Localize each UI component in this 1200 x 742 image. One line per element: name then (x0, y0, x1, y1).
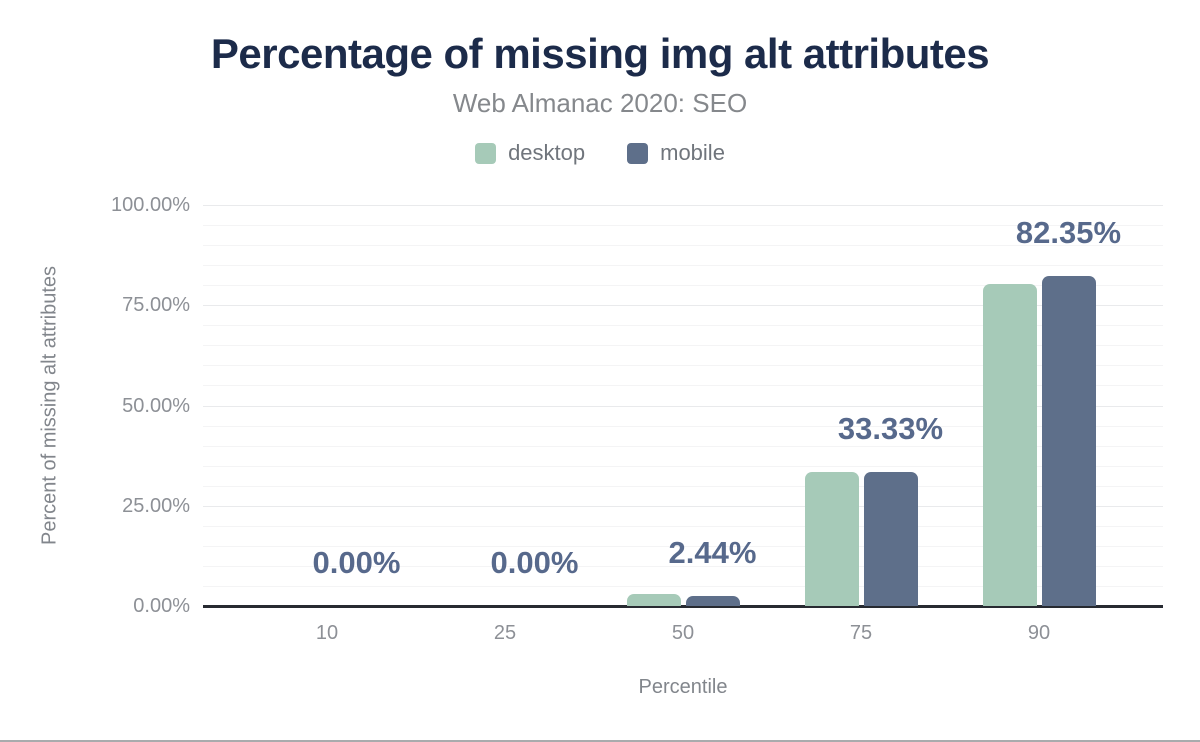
x-tick-label: 50 (671, 622, 695, 644)
mobile-bar-p50[interactable] (685, 596, 740, 606)
minor-gridline (203, 325, 1163, 327)
bar-value-label: 0.00% (490, 545, 579, 580)
minor-gridline (203, 465, 1163, 467)
mobile-bar-p75[interactable] (863, 472, 918, 606)
chart-subtitle: Web Almanac 2020: SEO (452, 88, 748, 118)
minor-gridline (203, 365, 1163, 367)
mobile-legend-swatch-icon (627, 142, 649, 164)
minor-gridline (203, 265, 1163, 267)
y-tick-label: 100.00% (111, 194, 190, 216)
chart-title: Percentage of missing img alt attributes (210, 30, 990, 77)
legend-item-mobile[interactable]: mobile (627, 140, 725, 166)
desktop-bar-p50[interactable] (626, 593, 681, 606)
y-axis-title: Percent of missing alt attributes (38, 265, 61, 545)
minor-gridline (203, 345, 1163, 347)
minor-gridline (203, 565, 1163, 567)
minor-gridline (203, 545, 1163, 547)
x-tick-label: 75 (849, 622, 873, 644)
minor-gridline (203, 245, 1163, 247)
desktop-legend-swatch-icon (475, 142, 497, 164)
bar-value-label: 33.33% (837, 411, 944, 447)
minor-gridline (203, 585, 1163, 587)
minor-gridline (203, 425, 1163, 427)
minor-gridline (203, 225, 1163, 227)
bar-value-label: 2.44% (668, 535, 757, 571)
legend-label-desktop: desktop (508, 140, 586, 165)
legend-item-desktop[interactable]: desktop (475, 140, 585, 166)
y-tick-label: 50.00% (122, 394, 190, 417)
x-axis-line (203, 605, 1163, 608)
major-gridline (203, 405, 1163, 407)
x-tick-label: 90 (1027, 622, 1051, 644)
minor-gridline (203, 285, 1163, 287)
bar-value-label: 0.00% (312, 545, 401, 580)
y-tick-label: 25.00% (122, 494, 190, 517)
y-tick-label: 75.00% (122, 294, 190, 317)
desktop-bar-p90[interactable] (982, 283, 1037, 606)
bar-value-label: 82.35% (1015, 214, 1122, 250)
minor-gridline (203, 525, 1163, 527)
legend-label-mobile: mobile (660, 140, 725, 165)
x-axis-title: Percentile (638, 676, 728, 698)
chart-legend: desktop mobile (0, 140, 1200, 166)
major-gridline (203, 205, 1163, 206)
major-gridline (203, 305, 1163, 307)
y-tick-label: 0.00% (133, 595, 190, 617)
x-tick-label: 10 (315, 622, 339, 644)
major-gridline (203, 505, 1163, 507)
mobile-bar-p90[interactable] (1041, 275, 1096, 606)
desktop-bar-p75[interactable] (804, 472, 859, 606)
minor-gridline (203, 485, 1163, 487)
x-tick-label: 25 (493, 622, 517, 644)
minor-gridline (203, 445, 1163, 447)
minor-gridline (203, 385, 1163, 387)
